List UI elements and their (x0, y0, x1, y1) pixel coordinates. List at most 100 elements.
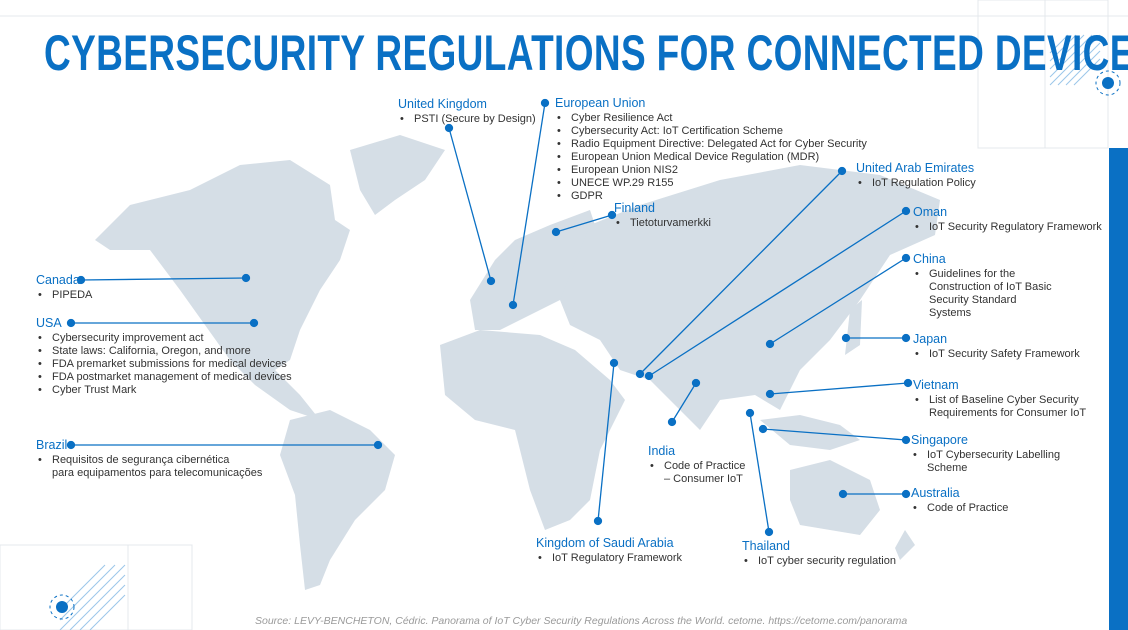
label-dot-india (691, 378, 701, 388)
regulation-item: Guidelines for the Construction of IoT B… (915, 268, 1052, 320)
region-india: India Code of Practice – Consumer IoT (648, 444, 745, 486)
region-united-arab-emirates: United Arab Emirates IoT Regulation Polic… (856, 161, 976, 190)
regulation-list: Guidelines for the Construction of IoT B… (913, 268, 1052, 320)
leader-line-kingdom-of-saudi-arabia (597, 362, 615, 522)
label-dot-kingdom-of-saudi-arabia (609, 358, 619, 368)
label-dot-japan (901, 333, 911, 343)
regulation-list: IoT cyber security regulation (742, 555, 896, 568)
region-singapore: Singapore IoT Cybersecurity Labelling Sch… (911, 433, 1060, 475)
location-marker-vietnam (765, 389, 775, 399)
region-name: Canada (36, 273, 80, 287)
regulation-list: IoT Cybersecurity Labelling Scheme (911, 449, 1060, 475)
region-name: Kingdom of Saudi Arabia (536, 536, 674, 550)
regulation-item: GDPR (557, 190, 867, 203)
regulation-item: FDA premarket submissions for medical de… (38, 358, 292, 371)
regulation-item: PIPEDA (38, 289, 92, 302)
regulation-list: List of Baseline Cyber Security Requirem… (913, 394, 1086, 420)
label-dot-china (901, 253, 911, 263)
south-america (280, 410, 395, 590)
region-canada: Canada PIPEDA (36, 273, 92, 302)
location-marker-kingdom-of-saudi-arabia (593, 516, 603, 526)
label-dot-thailand (745, 408, 755, 418)
location-marker-european-union (508, 300, 518, 310)
regulation-item: IoT Regulatory Framework (538, 552, 682, 565)
region-european-union: European Union Cyber Resilience ActCybers… (555, 96, 867, 203)
africa (440, 330, 625, 530)
regulation-item: Code of Practice – Consumer IoT (650, 460, 745, 486)
regulation-item: Cyber Trust Mark (38, 384, 292, 397)
leader-line-vietnam (769, 382, 909, 395)
region-name: Finland (614, 201, 655, 215)
regulation-list: Code of Practice (911, 502, 1008, 515)
europe (470, 210, 600, 330)
leader-line-thailand (749, 412, 770, 533)
label-dot-singapore (901, 435, 911, 445)
location-marker-china (765, 339, 775, 349)
region-name: United Arab Emirates (856, 161, 975, 175)
regulation-item: PSTI (Secure by Design) (400, 113, 536, 126)
regulation-item: Radio Equipment Directive: Delegated Act… (557, 138, 867, 151)
location-marker-finland (551, 227, 561, 237)
location-marker-japan (841, 333, 851, 343)
location-marker-singapore (758, 424, 768, 434)
regulation-item: Requisitos de segurança cibernética para… (38, 454, 262, 480)
region-usa: USA Cybersecurity improvement actState la… (36, 316, 292, 397)
leader-line-singapore (762, 428, 907, 441)
regulation-item: IoT cyber security regulation (744, 555, 896, 568)
region-united-kingdom: United Kingdom PSTI (Secure by Design) (398, 97, 536, 126)
regulation-item: Tietoturvamerkki (616, 217, 711, 230)
leader-line-finland (555, 214, 613, 233)
region-name: Australia (911, 486, 960, 500)
leader-line-china (769, 257, 907, 345)
regulation-item: IoT Security Safety Framework (915, 348, 1080, 361)
leader-line-india (671, 382, 697, 423)
location-marker-india (667, 417, 677, 427)
new-zealand (895, 530, 915, 560)
label-dot-australia (901, 489, 911, 499)
regulation-list: Requisitos de segurança cibernética para… (36, 454, 262, 480)
location-marker-canada (241, 273, 251, 283)
regulation-item: IoT Security Regulatory Framework (915, 221, 1102, 234)
label-dot-oman (901, 206, 911, 216)
regulation-item: Cyber Resilience Act (557, 112, 867, 125)
region-kingdom-of-saudi-arabia: Kingdom of Saudi Arabia IoT Regulatory Fr… (536, 536, 682, 565)
regulation-item: FDA postmarket management of medical dev… (38, 371, 292, 384)
location-marker-brazil (373, 440, 383, 450)
region-name: European Union (555, 96, 646, 110)
leader-lines (66, 98, 913, 537)
target-ring-icon (1095, 70, 1121, 96)
label-dot-usa (66, 318, 76, 328)
page-title: CYBERSECURITY REGULATIONS FOR CONNECTED … (44, 25, 1128, 81)
label-dot-vietnam (903, 378, 913, 388)
region-name: China (913, 252, 946, 266)
asia (560, 165, 940, 430)
regulation-item: State laws: California, Oregon, and more (38, 345, 292, 358)
regulation-list: PSTI (Secure by Design) (398, 113, 536, 126)
region-name: Oman (913, 205, 948, 219)
target-ring-icon (49, 594, 75, 620)
region-name: Brazil (36, 438, 68, 452)
regulation-list: Tietoturvamerkki (614, 217, 711, 230)
leader-line-canada (80, 277, 247, 281)
location-marker-australia (838, 489, 848, 499)
region-japan: Japan IoT Security Safety Framework (913, 332, 1080, 361)
leader-line-oman (648, 210, 907, 377)
region-oman: Oman IoT Security Regulatory Framework (913, 205, 1102, 234)
regulation-item: European Union Medical Device Regulation… (557, 151, 867, 164)
label-dot-european-union (540, 98, 550, 108)
accent-bar (1109, 148, 1128, 630)
regulation-list: IoT Security Safety Framework (913, 348, 1080, 361)
regulation-item: Cybersecurity Act: IoT Certification Sch… (557, 125, 867, 138)
regulation-list: Code of Practice – Consumer IoT (648, 460, 745, 486)
regulation-list: Cybersecurity improvement actState laws:… (36, 332, 292, 397)
region-name: USA (36, 316, 62, 330)
region-australia: Australia Code of Practice (911, 486, 1008, 515)
label-dot-finland (607, 210, 617, 220)
region-china: China Guidelines for the Construction of … (913, 252, 1052, 320)
regulation-list: IoT Regulation Policy (856, 177, 976, 190)
region-vietnam: Vietnam List of Baseline Cyber Security R… (913, 378, 1086, 420)
leader-line-united-kingdom (448, 127, 492, 282)
greenland (350, 135, 445, 215)
